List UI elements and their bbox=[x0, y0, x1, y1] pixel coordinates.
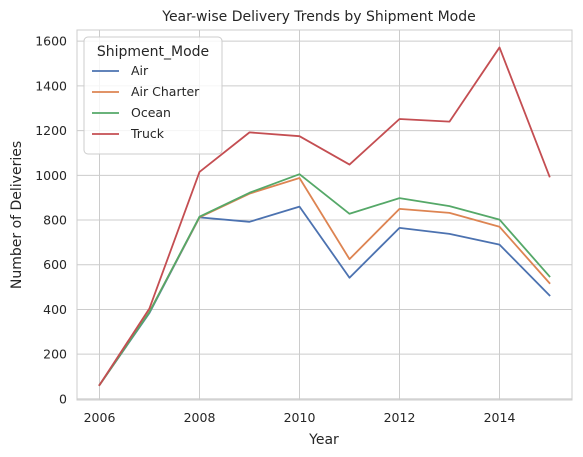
legend-label-air-charter: Air Charter bbox=[131, 84, 200, 99]
plot-frame bbox=[76, 29, 573, 401]
y-tick-label: 800 bbox=[43, 213, 67, 228]
y-tick-label: 1000 bbox=[35, 168, 67, 183]
x-tick-labels: 2006 2008 2010 2012 2014 bbox=[84, 410, 516, 425]
x-tick-label: 2010 bbox=[284, 410, 316, 425]
x-axis-label: Year bbox=[308, 432, 339, 448]
chart-title: Year-wise Delivery Trends by Shipment Mo… bbox=[161, 9, 475, 25]
legend-title: Shipment_Mode bbox=[97, 44, 209, 60]
y-tick-label: 1200 bbox=[35, 123, 67, 138]
x-tick-label: 2008 bbox=[184, 410, 216, 425]
legend-box bbox=[83, 36, 223, 155]
y-tick-label: 200 bbox=[43, 347, 67, 362]
y-tick-label: 0 bbox=[59, 391, 67, 406]
legend-label-truck: Truck bbox=[130, 126, 165, 141]
series-line-ocean bbox=[98, 173, 551, 387]
series-line-air bbox=[98, 205, 551, 387]
y-axis-label: Number of Deliveries bbox=[9, 141, 25, 289]
legend: Shipment_Mode Air Air Charter Ocean Truck bbox=[83, 36, 223, 155]
x-tick-label: 2012 bbox=[384, 410, 416, 425]
y-tick-label: 1600 bbox=[35, 34, 67, 49]
x-tick-label: 2014 bbox=[484, 410, 516, 425]
series-lines bbox=[98, 46, 551, 387]
series-line-truck bbox=[98, 46, 551, 387]
x-tick-label: 2006 bbox=[84, 410, 116, 425]
legend-label-air: Air bbox=[131, 63, 149, 78]
y-tick-label: 600 bbox=[43, 257, 67, 272]
y-tick-labels: 0 200 400 600 800 1000 1200 1400 1600 bbox=[35, 34, 67, 407]
y-tick-label: 1400 bbox=[35, 78, 67, 93]
legend-items: Air Air Charter Ocean Truck bbox=[92, 63, 200, 141]
y-tick-label: 400 bbox=[43, 302, 67, 317]
legend-label-ocean: Ocean bbox=[131, 105, 171, 120]
